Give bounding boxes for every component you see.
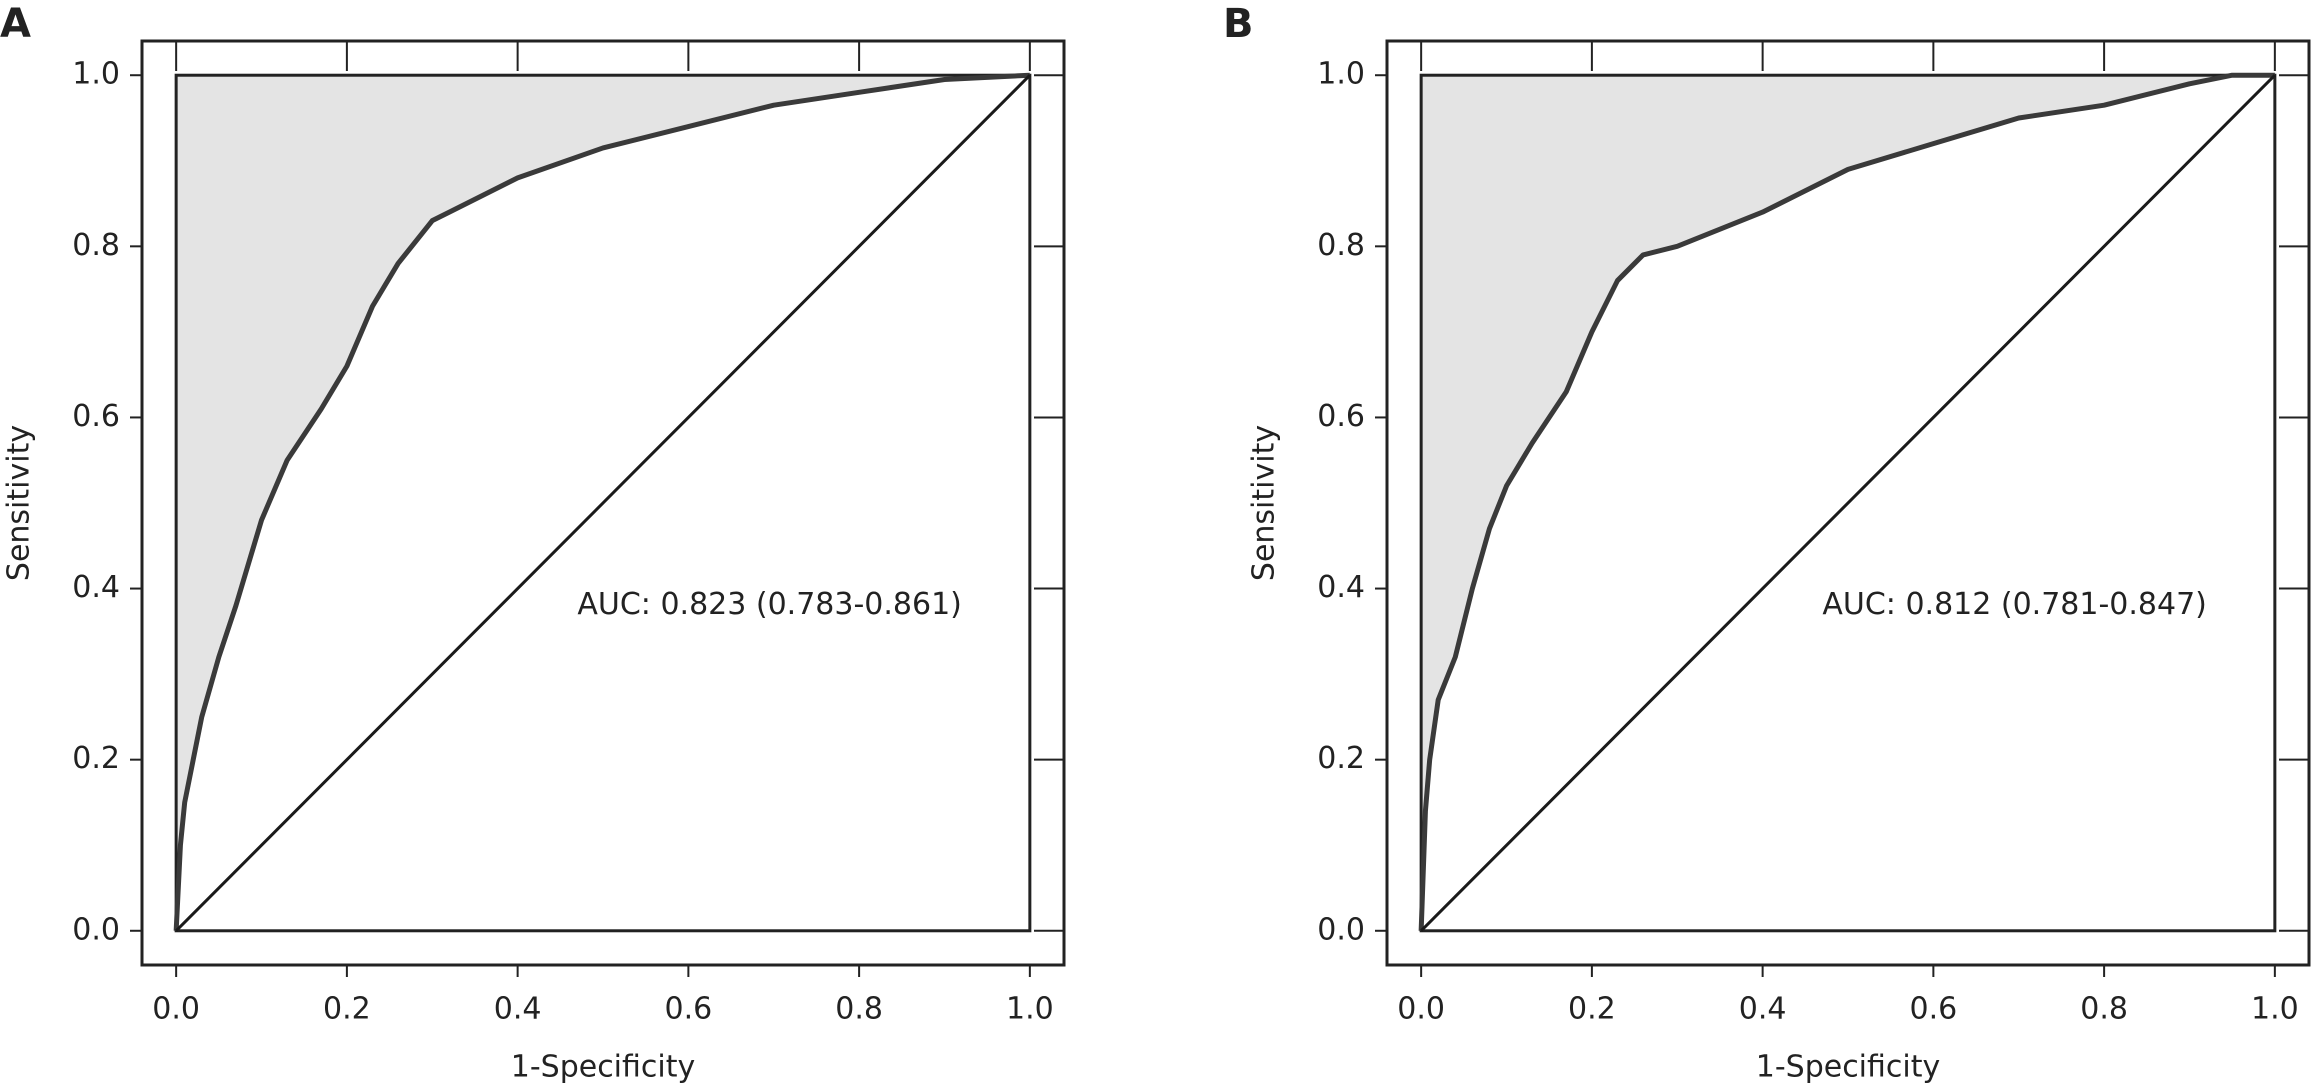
roc-curve — [173, 72, 1030, 931]
unit-box — [1419, 73, 2277, 933]
x-tick-label: 0.0 — [1397, 992, 1445, 1027]
auc-area — [176, 75, 1030, 931]
x-tick-label: 0.4 — [494, 992, 542, 1027]
x-tick-label: 0.4 — [1739, 992, 1787, 1027]
x-axis-label: 1-Specificity — [511, 1050, 696, 1085]
x-tick-label: 0.8 — [2080, 992, 2128, 1027]
x-tick-label: 0.8 — [835, 992, 883, 1027]
plot-frame — [140, 39, 1066, 967]
y-tick-label: 1.0 — [72, 57, 120, 92]
y-tick-label: 0.4 — [1317, 570, 1365, 605]
panel-label: A — [0, 1, 31, 47]
y-tick-label: 0.6 — [1317, 399, 1365, 434]
y-tick-label: 0.0 — [1317, 912, 1365, 947]
chart-panel: A 0.0 0.2 0.4 0.6 0.8 1.0 0.0 0.2 0.4 0.6 0.8 1.0 AUC… — [0, 1, 1066, 1085]
y-tick-label: 0.8 — [72, 228, 120, 263]
auc-annotation: AUC: 0.823 (0.783-0.861) — [577, 587, 962, 622]
reference-line — [175, 74, 1031, 932]
chart-panel: B 0.0 0.2 0.4 0.6 0.8 1.0 0.0 0.2 0.4 0.6 0.8 1.0 AUC… — [1223, 1, 2311, 1085]
x-tick-label: 0.2 — [1568, 992, 1616, 1027]
auc-annotation: AUC: 0.812 (0.781-0.847) — [1822, 587, 2207, 622]
roc-curve — [1418, 72, 2275, 931]
y-tick-label: 0.2 — [72, 741, 120, 776]
y-tick-label: 0.2 — [1317, 741, 1365, 776]
y-tick-label: 0.6 — [72, 399, 120, 434]
x-tick-label: 0.2 — [323, 992, 371, 1027]
unit-box — [174, 73, 1032, 933]
plot-frame — [1385, 39, 2311, 967]
y-tick-label: 0.0 — [72, 912, 120, 947]
x-tick-label: 1.0 — [2251, 992, 2299, 1027]
auc-area — [1421, 75, 2275, 931]
y-tick-label: 0.8 — [1317, 228, 1365, 263]
y-axis-label: Sensitivity — [1247, 425, 1282, 581]
y-tick-label: 0.4 — [72, 570, 120, 605]
x-tick-label: 0.6 — [665, 992, 713, 1027]
y-tick-label: 1.0 — [1317, 57, 1365, 92]
panel-label: B — [1223, 1, 1254, 47]
x-tick-label: 0.0 — [152, 992, 200, 1027]
x-tick-label: 1.0 — [1006, 992, 1054, 1027]
x-tick-label: 0.6 — [1910, 992, 1958, 1027]
y-axis-label: Sensitivity — [2, 425, 37, 581]
reference-line — [1420, 74, 2276, 932]
x-axis-label: 1-Specificity — [1756, 1050, 1941, 1085]
